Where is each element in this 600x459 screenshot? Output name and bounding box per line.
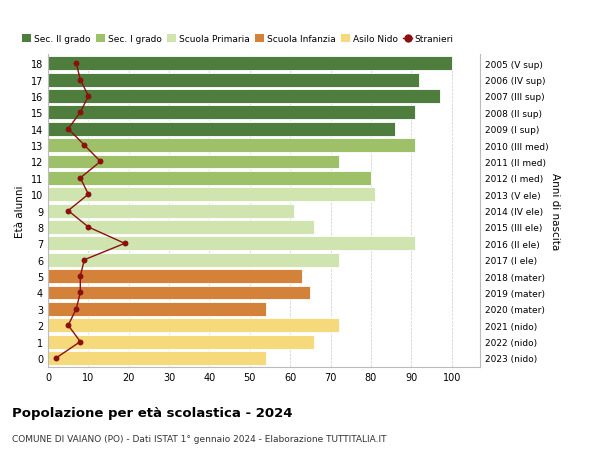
Point xyxy=(76,77,85,84)
Point xyxy=(64,207,73,215)
Point xyxy=(120,240,130,247)
Bar xyxy=(48,302,266,316)
Point xyxy=(80,257,89,264)
Bar xyxy=(48,57,452,71)
Bar xyxy=(48,106,415,120)
Point xyxy=(64,126,73,133)
Point xyxy=(76,175,85,182)
Point xyxy=(71,306,81,313)
Point xyxy=(64,322,73,329)
Bar xyxy=(48,90,440,104)
Bar xyxy=(48,172,371,185)
Bar xyxy=(48,139,415,153)
Bar xyxy=(48,188,375,202)
Text: Popolazione per età scolastica - 2024: Popolazione per età scolastica - 2024 xyxy=(12,406,293,419)
Y-axis label: Età alunni: Età alunni xyxy=(15,185,25,237)
Bar xyxy=(48,269,302,284)
Point xyxy=(76,289,85,297)
Bar xyxy=(48,204,294,218)
Bar xyxy=(48,73,419,87)
Bar xyxy=(48,351,266,365)
Point xyxy=(83,224,93,231)
Bar xyxy=(48,253,338,267)
Legend: Sec. II grado, Sec. I grado, Scuola Primaria, Scuola Infanzia, Asilo Nido, Stran: Sec. II grado, Sec. I grado, Scuola Prim… xyxy=(19,31,457,47)
Point xyxy=(76,273,85,280)
Bar xyxy=(48,237,415,251)
Point xyxy=(71,61,81,68)
Point xyxy=(80,142,89,150)
Bar xyxy=(48,319,338,332)
Point xyxy=(51,354,61,362)
Y-axis label: Anni di nascita: Anni di nascita xyxy=(550,173,560,250)
Bar xyxy=(48,123,395,136)
Point xyxy=(95,158,105,166)
Text: COMUNE DI VAIANO (PO) - Dati ISTAT 1° gennaio 2024 - Elaborazione TUTTITALIA.IT: COMUNE DI VAIANO (PO) - Dati ISTAT 1° ge… xyxy=(12,434,386,443)
Bar xyxy=(48,155,338,169)
Bar xyxy=(48,335,314,349)
Point xyxy=(76,338,85,346)
Point xyxy=(83,191,93,198)
Point xyxy=(76,109,85,117)
Bar xyxy=(48,220,314,235)
Bar xyxy=(48,286,310,300)
Point xyxy=(83,93,93,101)
